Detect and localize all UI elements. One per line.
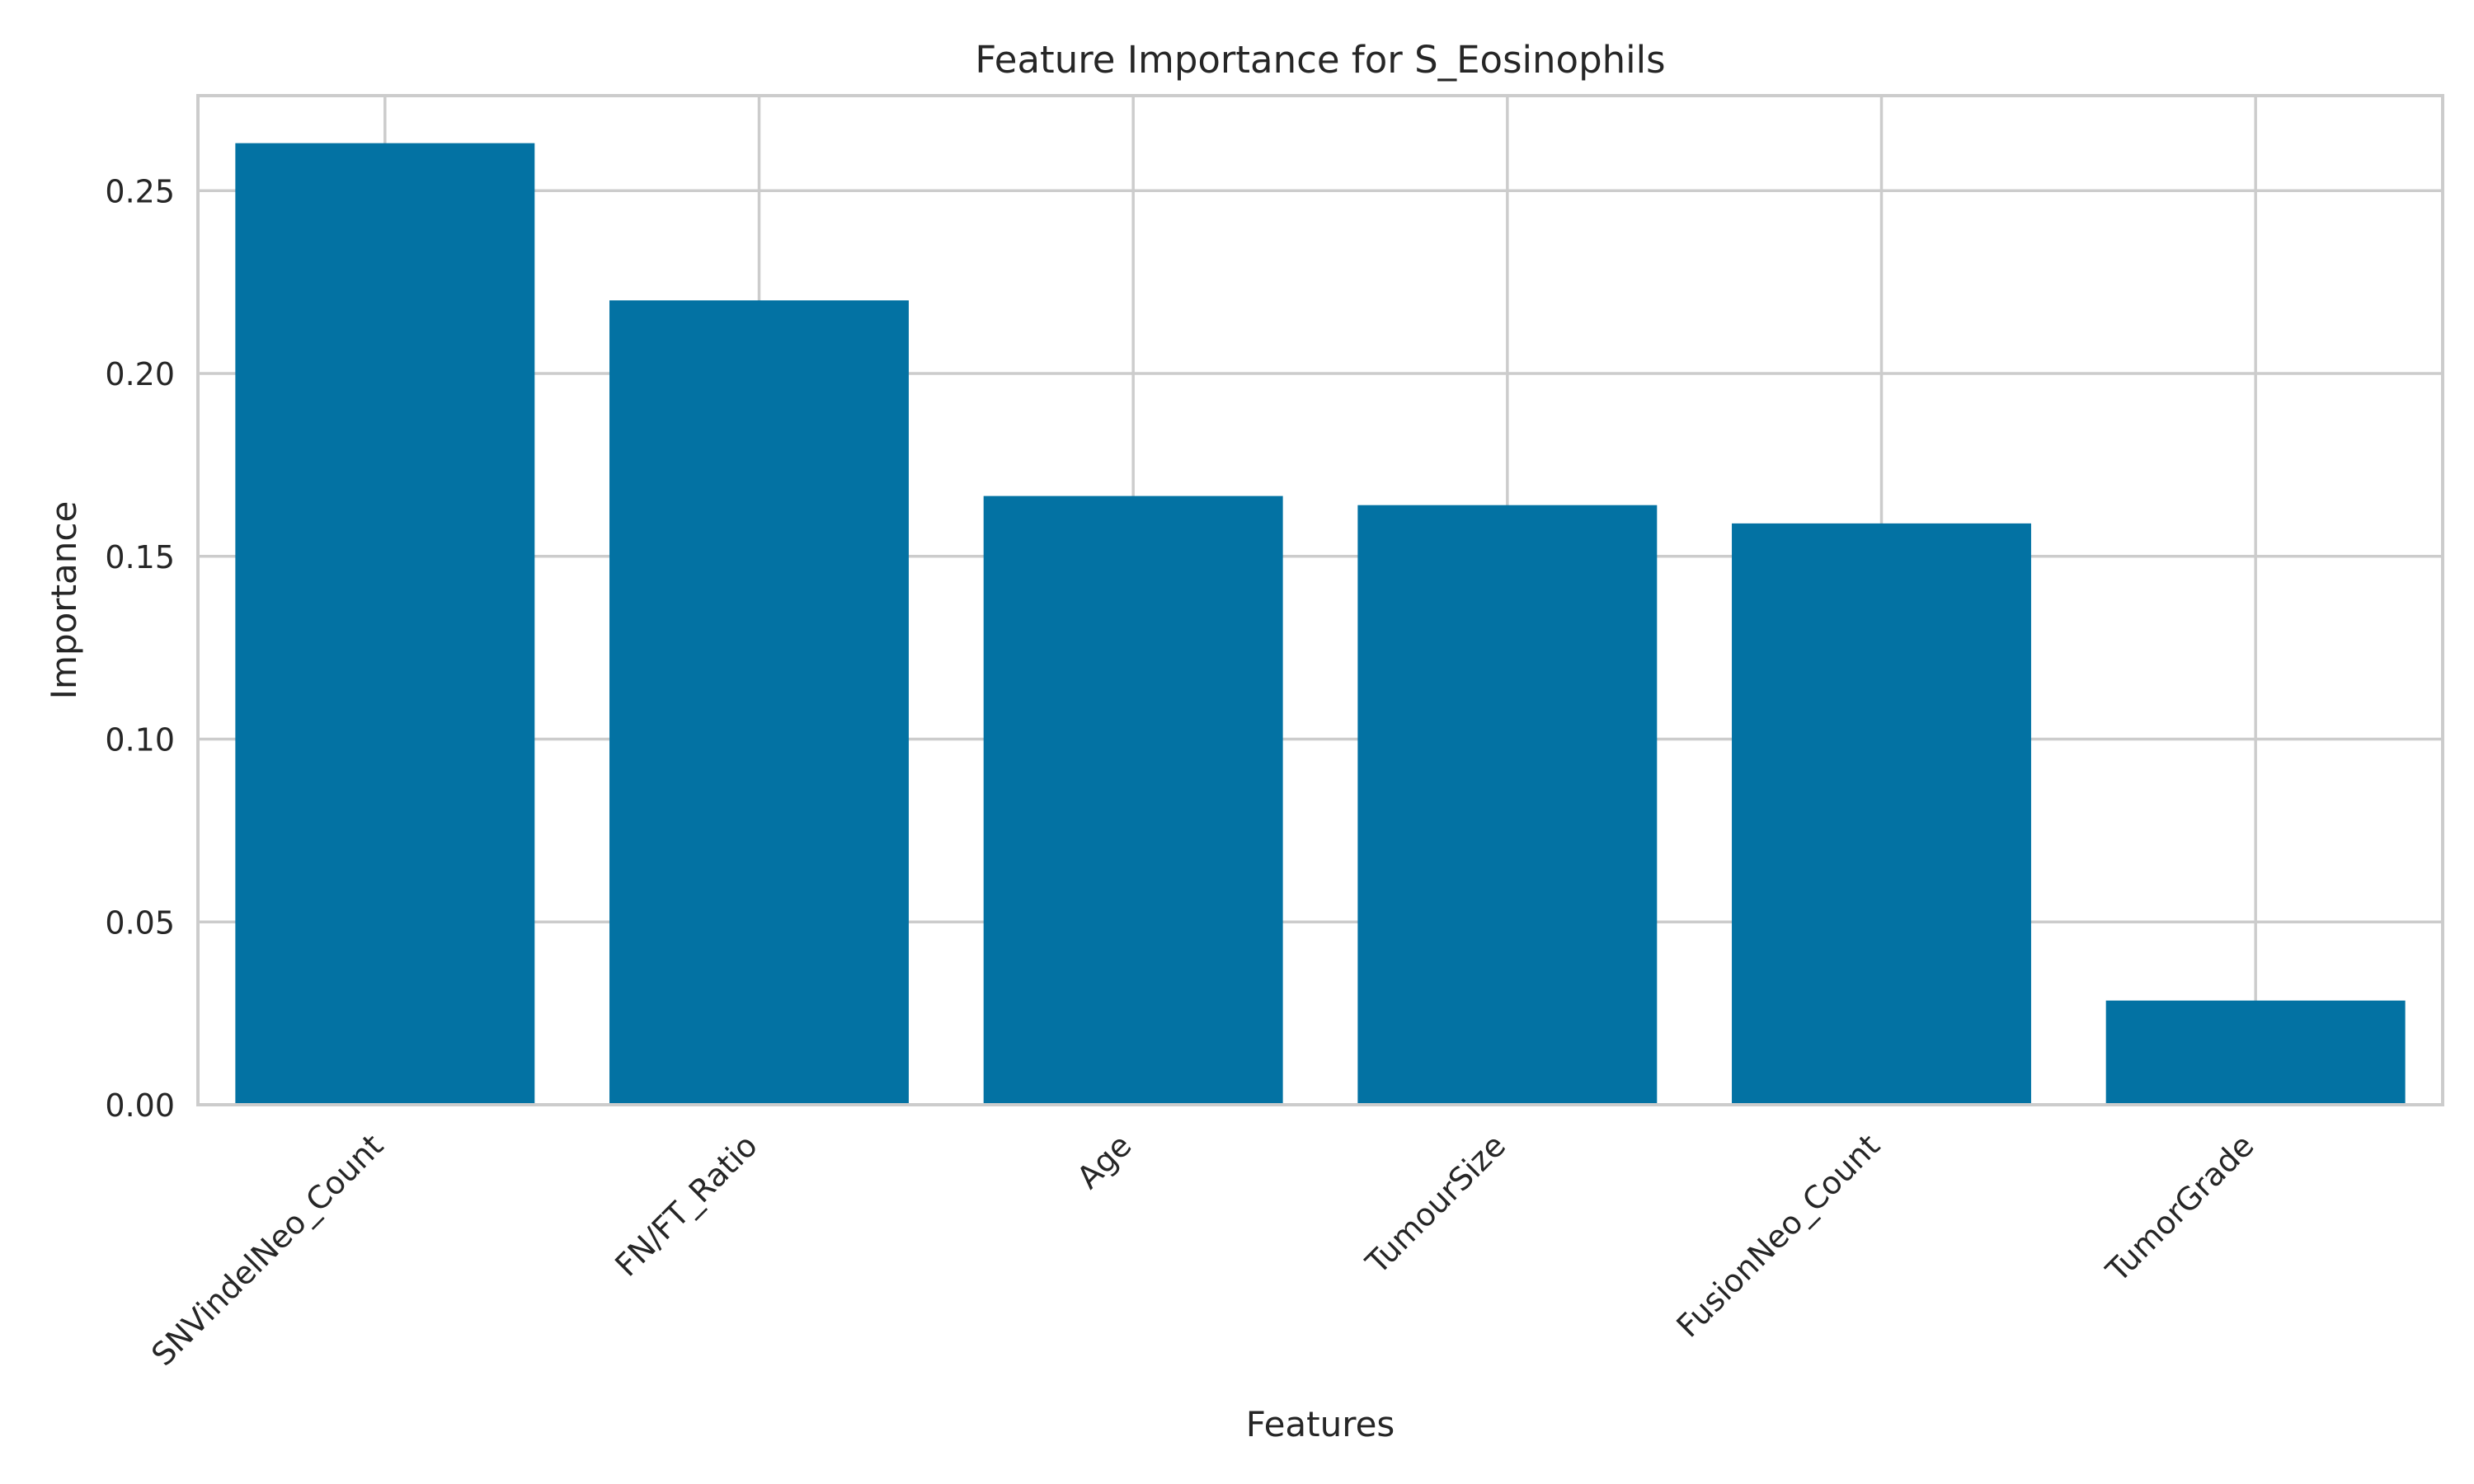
y-tick-label: 0.00 (105, 1087, 175, 1124)
x-tick-label: Age (1070, 1127, 1138, 1195)
bar (1357, 505, 1658, 1105)
x-tick-label: TumourSize (1358, 1127, 1512, 1281)
y-tick-label: 0.15 (105, 539, 175, 575)
x-axis-label: Features (1246, 1404, 1395, 1444)
bars-layer (235, 143, 2406, 1105)
x-tick-label: TumorGrade (2099, 1127, 2261, 1289)
grid-layer (198, 96, 2443, 1106)
y-tick-label: 0.25 (105, 173, 175, 209)
x-tick-label: SNVindelNeo_Count (144, 1127, 390, 1373)
y-tick-labels: 0.00 0.05 0.10 0.15 0.20 0.25 (105, 173, 175, 1124)
y-tick-label: 0.20 (105, 356, 175, 392)
bar (609, 300, 909, 1105)
bar (1732, 523, 2031, 1105)
bar (2105, 1000, 2406, 1105)
x-tick-label: FN/FT_Ratio (608, 1127, 764, 1284)
bar (983, 495, 1283, 1105)
bar (235, 143, 535, 1105)
y-tick-label: 0.05 (105, 904, 175, 941)
x-tick-labels: SNVindelNeo_Count FN/FT_Ratio Age TumourSiz… (144, 1127, 2260, 1373)
y-axis-label: Importance (44, 501, 84, 700)
y-tick-label: 0.10 (105, 722, 175, 758)
chart-title: Feature Importance for S_Eosinophils (975, 38, 1665, 82)
x-tick-label: FusionNeo_Count (1669, 1127, 1886, 1344)
plot-frame (196, 94, 2444, 1106)
